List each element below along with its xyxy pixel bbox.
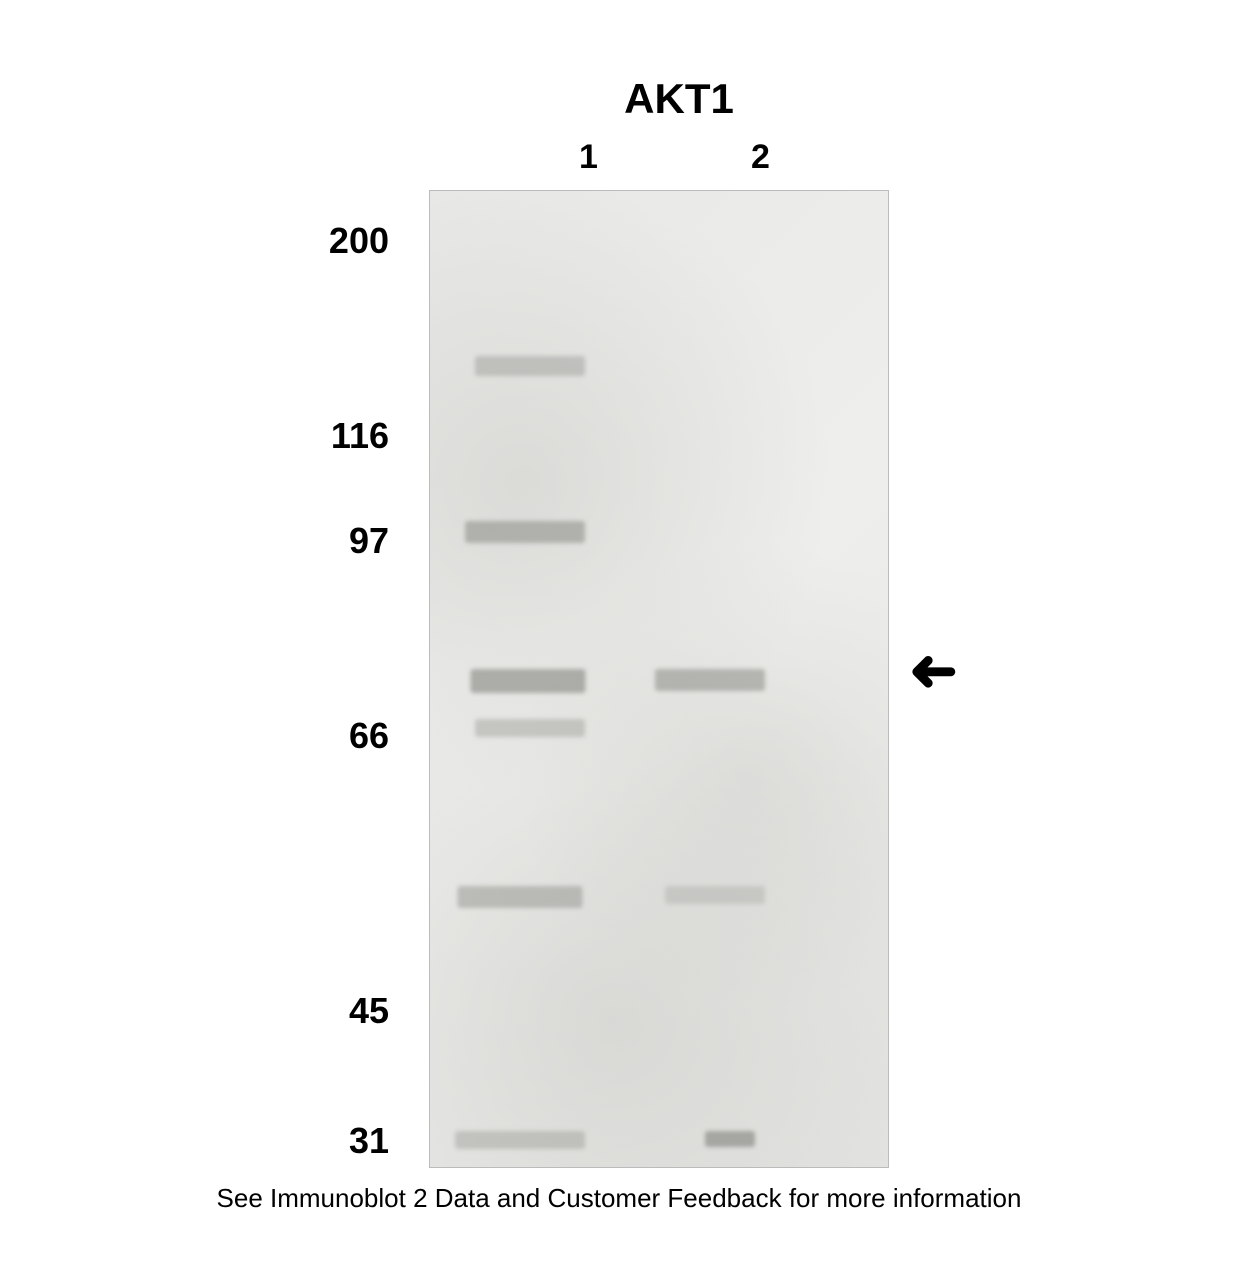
marker-45: 45 xyxy=(169,990,389,1032)
figure-title: AKT1 xyxy=(624,75,734,123)
figure-container: AKT1 1 2 200 116 97 66 45 31 ➜ See Immunoblot… xyxy=(40,40,1198,1240)
band-lane1-1 xyxy=(465,521,585,543)
target-band-arrow-icon: ➜ xyxy=(909,636,958,704)
marker-31: 31 xyxy=(169,1120,389,1162)
band-lane2-6 xyxy=(665,886,765,904)
lane-1-label: 1 xyxy=(579,138,598,177)
lane-2-label: 2 xyxy=(751,138,770,177)
molecular-weight-markers: 200 116 97 66 45 31 xyxy=(169,190,409,1168)
marker-97: 97 xyxy=(169,520,389,562)
band-lane1-7 xyxy=(455,1131,585,1149)
band-lane1-5 xyxy=(458,886,583,908)
band-lane2-4 xyxy=(655,669,765,691)
marker-200: 200 xyxy=(169,220,389,262)
western-blot-membrane xyxy=(429,190,889,1168)
blot-wrapper: 1 2 200 116 97 66 45 31 ➜ xyxy=(169,138,1069,1168)
band-lane1-2 xyxy=(471,669,586,693)
lane-labels-row: 1 2 xyxy=(169,138,1069,190)
figure-footnote: See Immunoblot 2 Data and Customer Feedb… xyxy=(217,1183,1022,1214)
marker-116: 116 xyxy=(169,415,389,457)
band-lane1-3 xyxy=(475,719,585,737)
band-lane2-8 xyxy=(705,1131,755,1147)
band-lane1-0 xyxy=(475,356,585,376)
marker-66: 66 xyxy=(169,715,389,757)
